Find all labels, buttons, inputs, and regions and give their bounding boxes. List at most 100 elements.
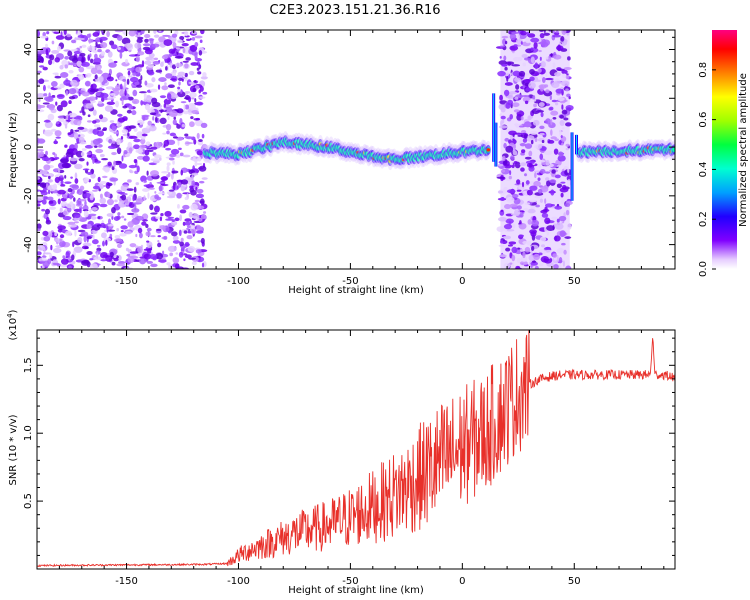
noise-speck — [157, 84, 161, 90]
noise-speck — [191, 175, 194, 182]
spectrogram-y-axis-label: Frequency (Hz) — [8, 112, 19, 188]
noise-speck — [106, 182, 113, 187]
noise-speck — [150, 158, 160, 162]
noise-speck — [123, 218, 127, 221]
svg-text:(x104): (x104) — [6, 309, 19, 340]
noise-speck — [200, 214, 206, 220]
noise-speck — [121, 98, 124, 106]
noise-speck — [93, 124, 101, 128]
noise-speck — [178, 251, 184, 258]
noise-speck — [524, 173, 527, 177]
noise-speck — [79, 185, 85, 191]
noise-speck — [162, 34, 171, 37]
noise-speck — [70, 176, 73, 179]
noise-speck — [538, 102, 545, 107]
noise-speck — [511, 64, 521, 67]
noise-speck — [183, 104, 186, 111]
noise-speck — [519, 142, 526, 147]
noise-speck — [513, 109, 520, 113]
noise-speck — [128, 104, 133, 110]
noise-speck — [521, 54, 528, 58]
noise-speck — [561, 30, 567, 35]
noise-speck — [556, 247, 565, 254]
noise-speck — [511, 223, 516, 229]
noise-speck — [131, 110, 137, 116]
noise-speck — [115, 100, 119, 108]
noise-speck — [529, 185, 538, 191]
noise-speck — [122, 78, 127, 82]
noise-speck — [182, 192, 191, 195]
noise-speck — [172, 257, 180, 264]
noise-speck — [533, 103, 537, 108]
noise-speck — [45, 48, 49, 56]
noise-speck — [105, 97, 114, 101]
noise-speck — [128, 147, 133, 154]
noise-speck — [110, 90, 113, 94]
noise-speck — [120, 225, 128, 230]
noise-speck — [566, 179, 572, 186]
noise-speck — [158, 109, 167, 112]
noise-speck — [150, 263, 158, 268]
noise-speck — [172, 160, 175, 165]
noise-speck — [532, 119, 540, 126]
noise-speck — [149, 254, 158, 260]
noise-speck — [92, 185, 100, 190]
noise-speck — [498, 125, 508, 129]
noise-speck — [174, 217, 180, 222]
noise-speck — [71, 148, 78, 156]
noise-speck — [122, 184, 130, 187]
noise-speck — [107, 145, 117, 150]
noise-speck — [524, 156, 532, 160]
noise-speck — [508, 130, 517, 136]
noise-speck — [527, 219, 532, 225]
noise-speck — [140, 138, 146, 145]
noise-speck — [549, 94, 552, 100]
noise-speck — [47, 189, 51, 195]
noise-speck — [519, 249, 525, 252]
noise-speck — [37, 152, 42, 158]
noise-speck — [124, 89, 127, 96]
noise-speck — [184, 136, 193, 139]
noise-speck — [516, 179, 521, 185]
noise-speck — [555, 102, 559, 106]
x-tick-label: 50 — [568, 276, 581, 287]
noise-speck — [179, 209, 187, 214]
noise-speck — [171, 170, 179, 174]
noise-speck — [63, 30, 67, 36]
noise-speck — [37, 104, 42, 110]
noise-speck — [526, 31, 530, 37]
noise-speck — [82, 168, 90, 171]
noise-speck — [60, 201, 68, 207]
noise-speck — [175, 266, 185, 269]
noise-speck — [164, 82, 167, 86]
noise-speck — [92, 233, 95, 240]
noise-speck — [85, 103, 94, 109]
noise-speck — [146, 240, 150, 243]
snr-scale-close: ) — [8, 309, 19, 313]
noise-speck — [170, 220, 178, 226]
noise-speck — [90, 67, 98, 75]
noise-speck — [96, 69, 103, 75]
noise-speck — [565, 75, 570, 80]
noise-speck — [79, 117, 83, 121]
noise-speck — [98, 188, 101, 192]
noise-speck — [550, 119, 553, 126]
noise-speck — [513, 123, 519, 126]
noise-speck — [496, 176, 506, 179]
noise-speck — [100, 51, 105, 57]
noise-speck — [532, 95, 536, 101]
noise-speck — [54, 130, 62, 137]
noise-speck — [196, 230, 204, 234]
noise-speck — [140, 75, 143, 81]
noise-speck — [98, 114, 104, 120]
noise-speck — [134, 214, 139, 217]
noise-speck — [523, 207, 529, 212]
snr-line — [37, 330, 675, 567]
noise-speck — [181, 43, 189, 47]
noise-speck — [522, 85, 525, 89]
noise-speck — [497, 190, 504, 194]
noise-speck — [194, 161, 198, 167]
noise-speck — [182, 204, 190, 210]
noise-speck — [515, 84, 520, 90]
noise-speck — [57, 115, 64, 119]
